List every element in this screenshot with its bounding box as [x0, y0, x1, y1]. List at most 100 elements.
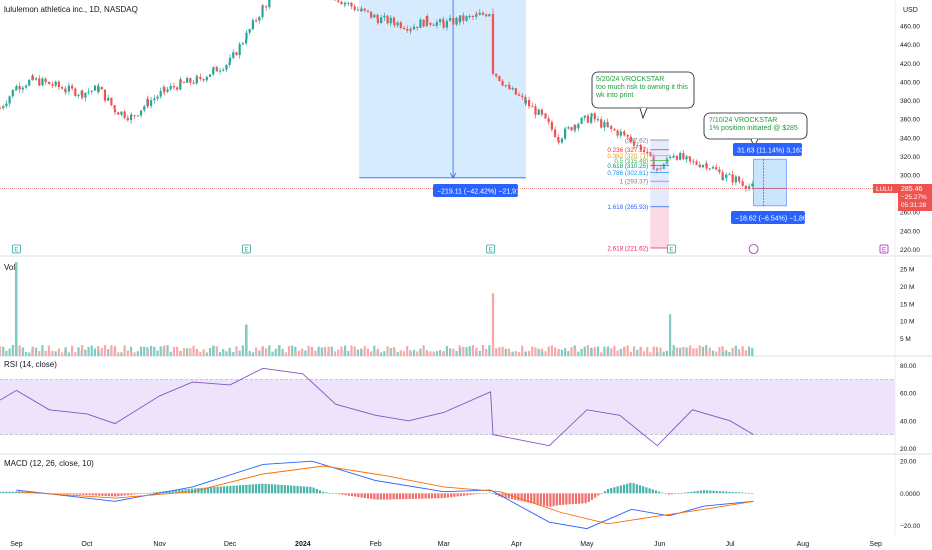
macd-histogram-bar [520, 493, 523, 502]
candle-body [199, 76, 202, 80]
macd-histogram-bar [82, 493, 85, 495]
candle-body [455, 17, 458, 25]
candle-body [639, 145, 642, 151]
price-tick-label: 240.00 [900, 228, 920, 235]
candle-body [179, 79, 182, 83]
macd-histogram-bar [133, 493, 136, 495]
symbol-tag: LULU [876, 186, 893, 193]
callout-note-1[interactable]: 5/20/24 VROCKSTAR too much risk to ownin… [591, 71, 695, 120]
candle-body [208, 74, 212, 77]
volume-bar [179, 351, 182, 356]
macd-histogram-bar [62, 493, 66, 495]
volume-bar [222, 348, 225, 356]
macd-histogram-bar [603, 491, 606, 494]
volume-bar [701, 346, 705, 356]
candle-body [626, 134, 629, 137]
candle-body [435, 22, 438, 26]
volume-bar [485, 348, 488, 356]
volume-bar [100, 347, 103, 356]
macd-histogram-bar [574, 493, 578, 504]
time-tick-label: Jul [726, 541, 735, 548]
earnings-marker [486, 244, 496, 254]
candle-body [698, 164, 701, 168]
macd-histogram-bar [190, 488, 194, 494]
macd-histogram-bar [718, 491, 722, 494]
volume-bar [5, 350, 8, 356]
signal-line [16, 465, 754, 525]
macd-histogram-bar [18, 491, 21, 494]
macd-histogram-bar [210, 487, 213, 494]
macd-histogram-bar [638, 485, 642, 494]
volume-bar [652, 346, 655, 356]
volume-bar [347, 351, 350, 356]
macd-histogram-bar [226, 486, 229, 494]
candle-body [613, 128, 616, 131]
volume-bar [130, 351, 133, 356]
volume-bar [459, 348, 462, 356]
volume-bar [613, 345, 616, 356]
volume-bar [251, 352, 254, 356]
callout-note-2[interactable]: 7/10/24 VROCKSTAR 1% position initiated … [703, 112, 808, 148]
volume-bar [156, 350, 159, 356]
candle-body [235, 52, 238, 56]
macd-histogram-bar [334, 493, 338, 494]
macd-histogram-bar [494, 493, 498, 495]
candle-body [708, 168, 711, 170]
macd-histogram-bar [408, 493, 411, 500]
macd-histogram-bar [565, 493, 568, 505]
candle-body [445, 20, 448, 28]
macd-histogram-bar [370, 493, 373, 499]
macd-histogram-bar [552, 493, 555, 507]
volume-bar [642, 351, 646, 356]
volume-bar [527, 350, 531, 356]
volume-bar [639, 346, 642, 356]
macd-histogram-bar [658, 491, 661, 494]
candle-body [419, 19, 422, 28]
macd-histogram-bar [69, 493, 72, 495]
macd-histogram-bar [693, 491, 696, 494]
macd-histogram-bar [738, 492, 741, 494]
volume-bar [675, 347, 679, 356]
candle-body [646, 151, 649, 153]
volume-bar [18, 345, 21, 356]
candle-body [376, 14, 379, 19]
macd-histogram-bar [744, 492, 747, 494]
candle-body [590, 113, 593, 117]
candle-body [586, 115, 590, 123]
candle-body [623, 133, 626, 135]
currency-label[interactable]: USD [903, 7, 918, 14]
candle-body [399, 22, 402, 28]
macd-histogram-bar [606, 489, 610, 494]
candle-body [521, 95, 524, 97]
volume-bar [705, 345, 708, 356]
volume-bar [393, 348, 396, 356]
fib-level-label: 0.5 (315.48) [614, 158, 648, 165]
time-tick-label: 2024 [295, 541, 311, 548]
price-candles [0, 0, 754, 192]
candle-body [38, 78, 41, 86]
volume-bar [254, 347, 258, 356]
volume-bar [126, 350, 129, 356]
macd-histogram-bar [302, 486, 306, 494]
macd-histogram-bar [709, 490, 712, 494]
macd-histogram-bar [136, 493, 139, 495]
candle-body [527, 100, 531, 107]
candle-body [172, 85, 176, 88]
earnings-marker [667, 244, 676, 254]
macd-histogram-bar [648, 488, 651, 494]
macd-histogram-bar [696, 490, 699, 494]
candle-body [577, 123, 580, 129]
candle-body [495, 73, 498, 76]
candle-body [481, 12, 485, 15]
volume-bar [366, 348, 370, 356]
volume-bar [692, 348, 695, 356]
macd-histogram-bar [670, 493, 674, 495]
volume-bar [593, 347, 596, 356]
macd-histogram-bar [85, 493, 88, 496]
volume-bar [481, 344, 485, 356]
candle-body [97, 86, 100, 92]
candle-body [553, 129, 557, 138]
volume-bar [294, 346, 297, 356]
volume-bar [90, 345, 93, 356]
